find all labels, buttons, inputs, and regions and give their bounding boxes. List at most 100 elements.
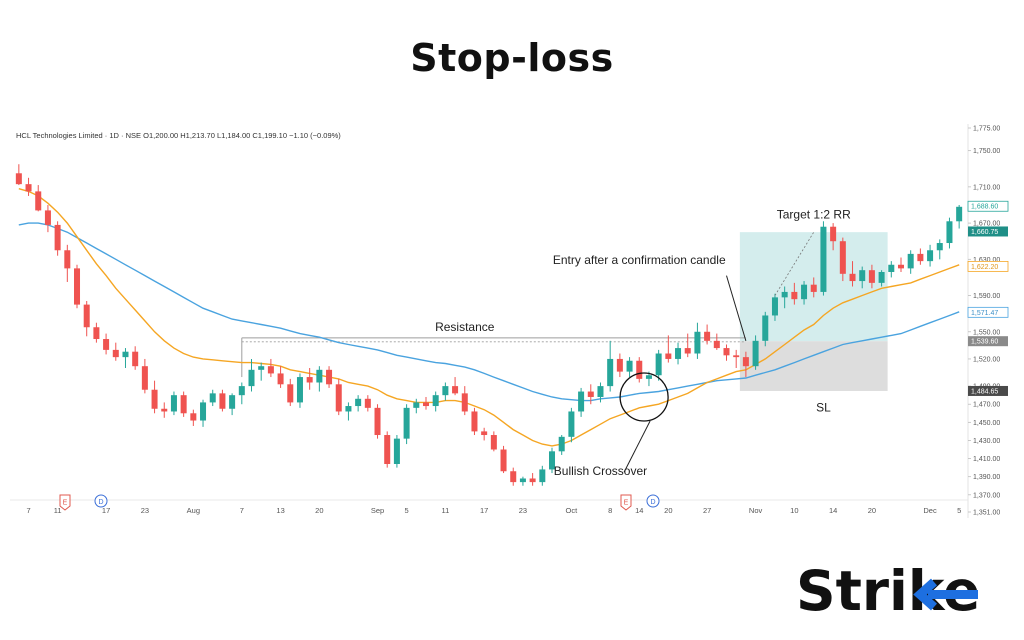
y-tick-label: 1,750.00 bbox=[973, 148, 1000, 155]
candlestick-chart[interactable]: HCL Technologies Limited · 1D · NSE O1,2… bbox=[10, 124, 1010, 518]
candle bbox=[229, 393, 236, 416]
candle bbox=[684, 333, 691, 358]
brand-logo: Strike bbox=[796, 558, 986, 623]
candle bbox=[355, 395, 362, 412]
y-tick-label: 1,590.00 bbox=[973, 293, 1000, 300]
candle-body bbox=[200, 402, 207, 421]
candle bbox=[471, 407, 478, 436]
candle bbox=[461, 386, 468, 416]
candle bbox=[733, 349, 740, 368]
candle bbox=[306, 368, 313, 390]
candle-body bbox=[897, 264, 904, 269]
candle bbox=[161, 402, 168, 418]
candle-body bbox=[781, 291, 788, 298]
crossover-pointer bbox=[623, 420, 651, 473]
candle-body bbox=[471, 411, 478, 432]
candle-body bbox=[25, 184, 32, 192]
candle-body bbox=[170, 395, 177, 412]
candle bbox=[917, 248, 924, 265]
candle bbox=[432, 391, 439, 412]
candle-body bbox=[626, 360, 633, 372]
candle-body bbox=[374, 407, 381, 436]
candle bbox=[897, 257, 904, 272]
candle-body bbox=[713, 340, 720, 349]
price-tag-last: 1,660.75 bbox=[968, 226, 1008, 237]
candle bbox=[403, 404, 410, 445]
crossover-circle bbox=[619, 372, 669, 422]
candle bbox=[442, 382, 449, 401]
candle-body bbox=[510, 471, 517, 483]
candle bbox=[54, 221, 61, 256]
x-tick-label: 10 bbox=[790, 506, 798, 515]
candle-body bbox=[684, 348, 691, 354]
price-tag-ema-long: 1,571.47 bbox=[967, 306, 1009, 318]
candle bbox=[781, 286, 788, 309]
candle bbox=[665, 335, 672, 363]
candle bbox=[713, 333, 720, 350]
dividend-marker-2[interactable]: D bbox=[646, 494, 660, 508]
candle bbox=[15, 164, 22, 186]
candle bbox=[74, 264, 81, 309]
candle-body bbox=[190, 413, 197, 421]
price-tag-entry-box bbox=[968, 336, 1008, 347]
candle-body bbox=[93, 327, 100, 340]
candle bbox=[287, 378, 294, 407]
candle-body bbox=[413, 402, 420, 408]
candle-body bbox=[529, 478, 536, 483]
candle-body bbox=[452, 386, 459, 394]
x-tick-label: 23 bbox=[519, 506, 527, 515]
candle bbox=[335, 378, 342, 416]
price-tag-target: 1,688.60 bbox=[967, 200, 1009, 212]
candle bbox=[326, 366, 333, 388]
x-tick-label: Nov bbox=[749, 506, 763, 515]
candle-body bbox=[645, 375, 652, 379]
candle bbox=[859, 266, 866, 289]
candle-body bbox=[442, 386, 449, 396]
y-tick-label: 1,670.00 bbox=[973, 221, 1000, 228]
candle-body bbox=[868, 270, 875, 283]
candle-body bbox=[326, 369, 333, 385]
x-tick-label: 7 bbox=[240, 506, 244, 515]
earnings-marker-1[interactable]: E bbox=[59, 494, 71, 511]
candle bbox=[112, 342, 119, 361]
candle bbox=[141, 358, 148, 394]
candle-body bbox=[849, 273, 856, 282]
candle bbox=[122, 348, 129, 368]
candle bbox=[849, 261, 856, 287]
candle-body bbox=[151, 389, 158, 409]
candle bbox=[374, 404, 381, 439]
ema-short-line bbox=[18, 188, 960, 447]
candle-body bbox=[549, 451, 556, 470]
candle-body bbox=[752, 340, 759, 367]
candle bbox=[267, 358, 274, 378]
candle bbox=[316, 366, 323, 392]
earnings-marker-2[interactable]: E bbox=[620, 494, 632, 511]
candle-body bbox=[461, 393, 468, 412]
dividend-marker-1[interactable]: D bbox=[94, 494, 108, 508]
candle-body bbox=[238, 386, 245, 396]
y-tick-label: 1,430.00 bbox=[973, 438, 1000, 445]
candle-body bbox=[742, 357, 749, 367]
price-tag-ema-short-box bbox=[967, 260, 1009, 272]
x-tick-label: Oct bbox=[566, 506, 579, 515]
y-tick-label: 1,470.00 bbox=[973, 402, 1000, 409]
candle bbox=[393, 435, 400, 468]
candle-body bbox=[733, 355, 740, 358]
candle-body bbox=[762, 315, 769, 341]
candle bbox=[607, 340, 614, 392]
candle bbox=[597, 382, 604, 403]
candle bbox=[151, 380, 158, 414]
candle-body bbox=[432, 395, 439, 407]
candle bbox=[258, 362, 265, 381]
candle bbox=[83, 300, 90, 337]
chart-canvas[interactable]: HCL Technologies Limited · 1D · NSE O1,2… bbox=[10, 124, 1010, 518]
candle-body bbox=[364, 398, 371, 408]
candle-body bbox=[306, 377, 313, 383]
candle-body bbox=[655, 353, 662, 376]
candle-body bbox=[267, 366, 274, 374]
price-tag-ema-long-box bbox=[967, 306, 1009, 318]
y-tick-label: 1,520.00 bbox=[973, 356, 1000, 363]
candle bbox=[519, 476, 526, 486]
candle-body bbox=[888, 264, 895, 272]
candle bbox=[64, 244, 71, 282]
